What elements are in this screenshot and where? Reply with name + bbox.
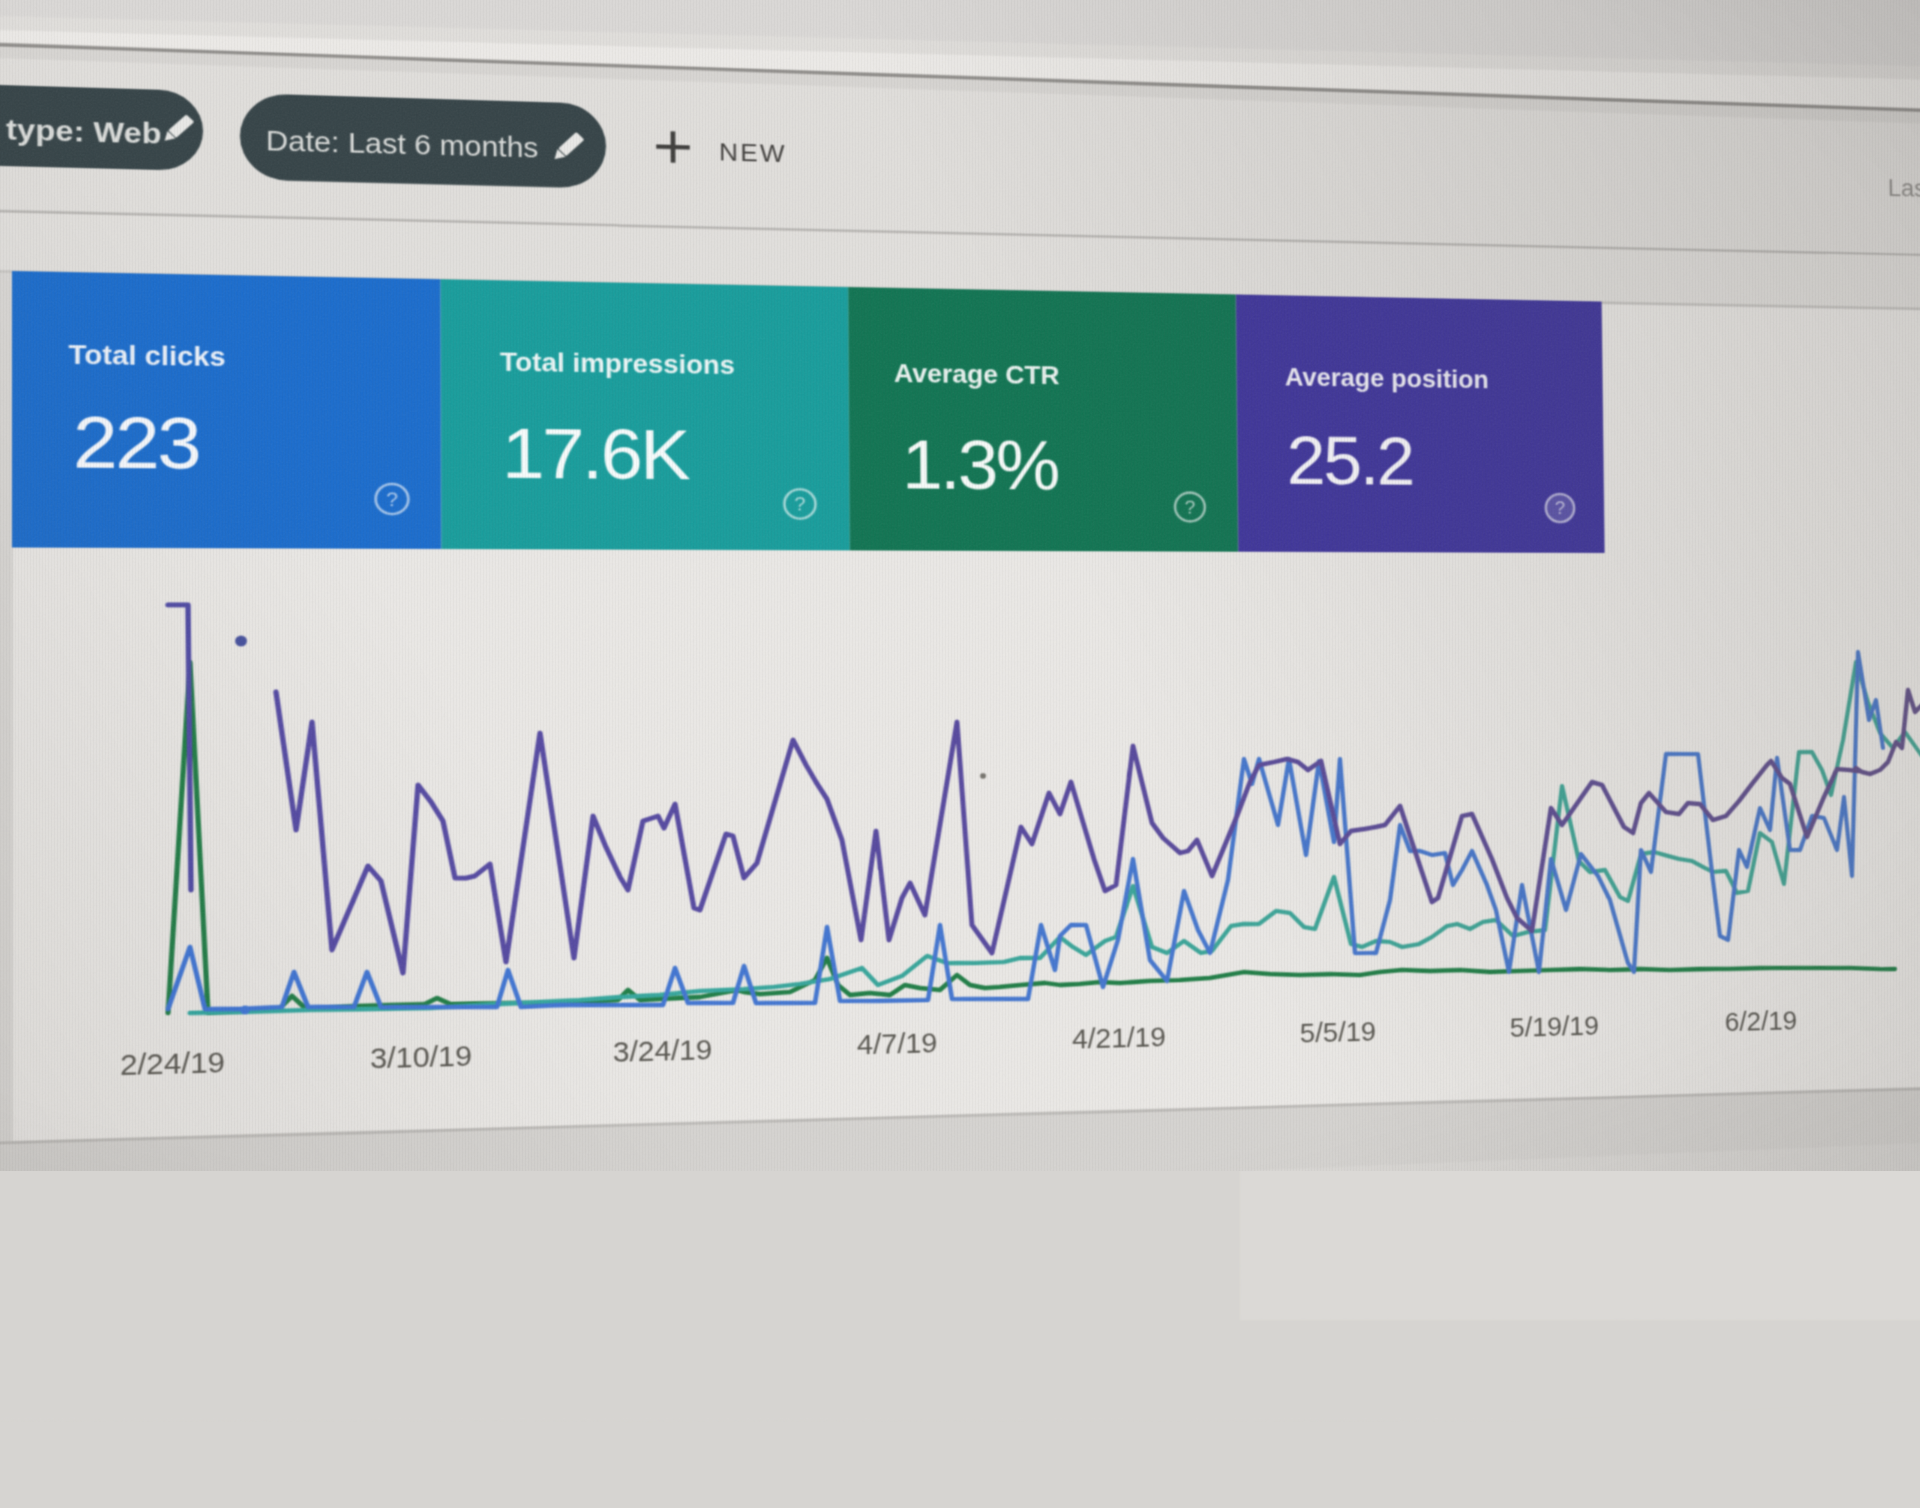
svg-text:Average CTR: Average CTR xyxy=(894,359,1060,390)
svg-text:?: ? xyxy=(794,494,805,515)
svg-text:5/5/19: 5/5/19 xyxy=(1300,1018,1376,1049)
svg-text:Total impressions: Total impressions xyxy=(500,347,735,380)
svg-text:17.6K: 17.6K xyxy=(502,414,690,495)
svg-text:223: 223 xyxy=(73,403,199,485)
svg-text:25.2: 25.2 xyxy=(1286,423,1413,500)
svg-text:Average position: Average position xyxy=(1285,362,1489,393)
svg-text:4/21/19: 4/21/19 xyxy=(1072,1023,1166,1055)
svg-text:NEW: NEW xyxy=(719,137,787,167)
svg-text:type: Web: type: Web xyxy=(6,113,162,150)
svg-text:?: ? xyxy=(1555,499,1565,519)
svg-text:3/10/19: 3/10/19 xyxy=(370,1041,472,1075)
svg-text:Last up: Last up xyxy=(1888,174,1920,203)
svg-text:2/24/19: 2/24/19 xyxy=(120,1048,225,1082)
svg-text:3/24/19: 3/24/19 xyxy=(613,1035,712,1068)
svg-text:5/19/19: 5/19/19 xyxy=(1510,1012,1599,1043)
svg-text:Total clicks: Total clicks xyxy=(69,339,226,371)
svg-text:?: ? xyxy=(1185,498,1196,518)
svg-text:6/2/19: 6/2/19 xyxy=(1725,1007,1798,1037)
svg-text:1.3%: 1.3% xyxy=(902,426,1058,505)
svg-text:?: ? xyxy=(386,489,398,510)
svg-text:4/7/19: 4/7/19 xyxy=(857,1029,938,1061)
